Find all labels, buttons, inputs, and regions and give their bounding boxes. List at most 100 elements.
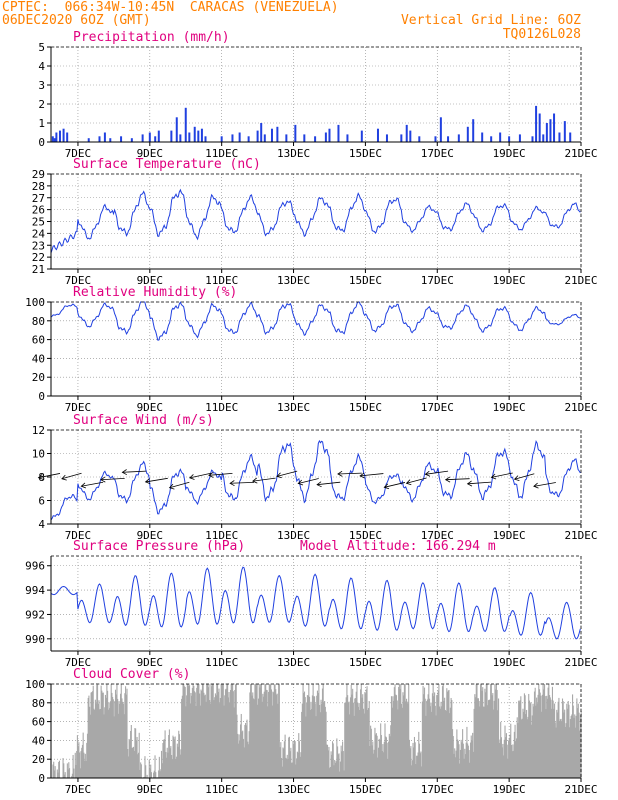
x-tick-label: 9DEC — [137, 783, 164, 796]
cloud-cover-column — [329, 768, 331, 778]
cloud-cover-column — [262, 693, 264, 778]
cloud-cover-column — [218, 688, 220, 778]
cloud-cover-column — [208, 684, 210, 778]
cloud-cover-column — [518, 700, 520, 778]
cloud-cover-column — [263, 696, 265, 778]
cloud-cover-column — [388, 741, 390, 778]
cloud-cover-column — [488, 699, 490, 778]
cloud-cover-column — [251, 695, 253, 778]
cloud-cover-column — [464, 754, 467, 778]
panel-3: 0 20 40 60 80 100 7DEC 9DEC 11DEC 13DEC 15DEC 17DEC… — [25, 285, 597, 414]
cloud-cover-column — [497, 698, 500, 778]
cloud-cover-column — [135, 728, 137, 778]
cloud-cover-column — [282, 747, 284, 778]
cloud-cover-column — [412, 742, 414, 778]
cloud-cover-column — [209, 703, 211, 778]
precip-bar — [197, 130, 200, 142]
cloud-cover-column — [225, 688, 227, 778]
cloud-cover-column — [117, 713, 119, 778]
cloud-cover-column — [58, 762, 60, 778]
cloud-cover-column — [250, 684, 252, 778]
cloud-cover-column — [446, 691, 449, 778]
header-line2-right: TQ0126L028 — [502, 27, 581, 42]
cloud-cover-column — [206, 684, 209, 778]
cloud-cover-column — [99, 709, 101, 778]
cloud-cover-column — [388, 733, 390, 778]
cloud-cover-column — [196, 687, 198, 778]
cloud-cover-column — [576, 698, 578, 778]
cloud-cover-column — [392, 696, 394, 778]
cloud-cover-column — [344, 702, 347, 778]
cloud-cover-column — [228, 692, 230, 778]
cloud-cover-column — [229, 702, 231, 778]
cloud-cover-column — [547, 687, 549, 778]
cloud-cover-column — [411, 765, 413, 778]
cloud-cover-column — [257, 698, 260, 778]
cloud-cover-column — [267, 706, 269, 778]
precip-bar — [409, 130, 412, 142]
cloud-cover-column — [123, 714, 125, 778]
cloud-cover-column — [181, 695, 183, 778]
x-tick-label: 19DEC — [493, 529, 526, 542]
x-tick-label: 13DEC — [277, 147, 310, 160]
cloud-cover-column — [109, 708, 111, 778]
cloud-cover-column — [563, 712, 565, 778]
x-tick-label: 15DEC — [349, 783, 382, 796]
cloud-cover-column — [455, 750, 457, 778]
cloud-cover-column — [72, 754, 74, 778]
wind-arrow — [317, 481, 341, 486]
cloud-cover-column — [173, 739, 175, 778]
cloud-cover-column — [474, 694, 476, 778]
cloud-cover-column — [322, 684, 324, 778]
cloud-cover-column — [281, 766, 283, 778]
cloud-cover-column — [240, 713, 242, 778]
cloud-cover-column — [146, 774, 148, 778]
cloud-cover-column — [294, 741, 296, 778]
precip-bar — [569, 132, 572, 142]
cloud-cover-column — [541, 694, 543, 778]
cloud-cover-column — [567, 700, 569, 778]
cloud-cover-column — [438, 684, 440, 778]
y-tick-label: 0 — [38, 136, 45, 149]
cloud-cover-column — [137, 754, 139, 778]
cloud-cover-column — [399, 688, 401, 778]
cloud-cover-column — [538, 689, 541, 778]
cloud-cover-column — [176, 743, 178, 778]
cloud-cover-column — [182, 684, 184, 778]
wind-arrow-head — [168, 483, 175, 490]
cloud-cover-column — [475, 684, 477, 778]
cloud-cover-column — [79, 768, 81, 778]
cloud-cover-column — [385, 737, 387, 778]
cloud-cover-column — [244, 724, 246, 778]
y-tick-label: 28 — [32, 180, 45, 193]
cloud-cover-column — [372, 753, 375, 778]
y-tick-label: 996 — [25, 560, 45, 573]
cloud-cover-column — [257, 704, 259, 778]
wind-arrow — [81, 481, 104, 487]
cloud-cover-column — [468, 750, 470, 778]
cloud-cover-column — [574, 714, 576, 778]
cloud-cover-column — [490, 684, 492, 778]
cloud-cover-column — [549, 695, 551, 778]
cloud-cover-column — [131, 747, 133, 778]
cloud-cover-column — [542, 684, 544, 778]
cloud-cover-column — [465, 742, 467, 778]
precip-bar — [553, 113, 556, 142]
y-tick-label: 26 — [32, 204, 45, 217]
cloud-cover-column — [565, 723, 567, 778]
cloud-cover-column — [429, 698, 431, 778]
cloud-cover-column — [205, 701, 207, 778]
cloud-cover-column — [66, 763, 68, 778]
wind-arrow — [533, 482, 556, 487]
cloud-cover-column — [418, 743, 421, 778]
cloud-cover-column — [531, 715, 533, 778]
y-tick-label: 0 — [38, 390, 45, 403]
cloud-cover-column — [191, 687, 193, 778]
cloud-cover-column — [273, 684, 275, 778]
cloud-cover-column — [460, 739, 462, 778]
cloud-cover-column — [319, 712, 321, 778]
cloud-cover-column — [309, 710, 311, 778]
cloud-cover-column — [202, 684, 204, 778]
cloud-cover-column — [173, 737, 175, 778]
cloud-cover-column — [569, 727, 571, 778]
